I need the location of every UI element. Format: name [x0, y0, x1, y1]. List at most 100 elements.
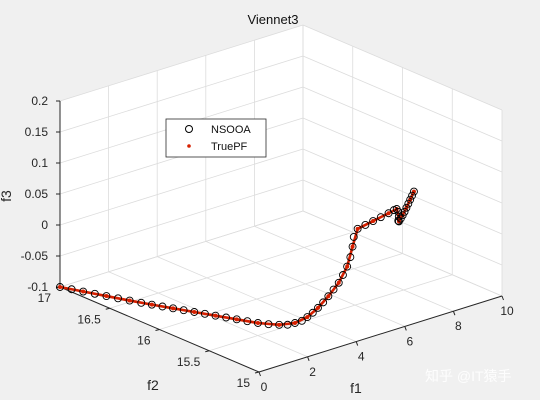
point-nsooa	[264, 320, 273, 329]
point-nsooa	[291, 319, 299, 327]
point-nsooa	[303, 313, 312, 322]
point-truepf	[213, 313, 218, 318]
gridline-z-backwall	[59, 148, 304, 226]
point-nsooa	[369, 217, 378, 225]
point-nsooa	[324, 292, 333, 301]
point-truepf	[386, 211, 391, 216]
point-nsooa	[343, 262, 352, 271]
x-tick-label: 0	[261, 380, 268, 394]
tick-labels: 0 2 4 6 8 10 15 15.5 16 16.5 17-0.1 -0.05 0 0.05 0.1 0.…	[21, 94, 514, 394]
point-nsooa	[253, 319, 262, 327]
y-tick-mark	[254, 371, 260, 374]
point-nsooa	[147, 300, 156, 309]
point-nsooa	[314, 303, 322, 312]
point-nsooa	[90, 289, 99, 298]
point-nsooa	[329, 285, 338, 294]
legend-marker-nsooa	[185, 125, 193, 133]
x-axis-label: f1	[350, 380, 362, 396]
y-tick-label: 15.5	[177, 355, 201, 369]
point-truepf	[355, 226, 360, 231]
point-nsooa	[137, 298, 146, 307]
point-truepf	[350, 244, 355, 249]
point-truepf	[81, 289, 86, 294]
point-nsooa	[211, 311, 220, 320]
point-nsooa	[125, 296, 134, 305]
chart-title: Viennet3	[247, 12, 298, 27]
y-tick-label: 16.5	[77, 312, 101, 326]
y-tick-mark	[205, 350, 210, 353]
plot-area	[56, 187, 418, 329]
x-tick-mark	[355, 341, 359, 346]
point-nsooa	[102, 292, 111, 300]
gridline-z-rightwall	[302, 148, 503, 235]
gridline-z-backwall	[59, 179, 304, 257]
point-truepf	[127, 298, 132, 303]
point-nsooa	[409, 187, 418, 196]
y-axis-label: f2	[147, 377, 159, 393]
point-truepf	[234, 317, 239, 322]
x-axis-line	[258, 295, 503, 373]
legend: NSOOA TruePF	[165, 118, 267, 158]
x-tick-mark	[501, 295, 504, 301]
y-tick-label: 17	[38, 291, 52, 305]
point-nsooa	[179, 306, 188, 315]
point-truepf	[292, 321, 297, 326]
legend-marker-truepf	[187, 144, 191, 148]
z-tick-label: 0.2	[31, 94, 48, 108]
gridline-z-backwall	[59, 55, 304, 133]
legend-label-nsooa: NSOOA	[211, 124, 251, 136]
point-truepf	[336, 280, 341, 285]
gridline-y-floor	[209, 274, 453, 352]
point-nsooa	[404, 199, 413, 208]
gridline-z-rightwall	[302, 210, 503, 297]
z-tick-label: -0.05	[21, 249, 49, 263]
point-nsooa	[400, 207, 409, 216]
point-nsooa	[402, 203, 411, 212]
point-truepf	[192, 309, 197, 314]
point-nsooa	[79, 287, 88, 296]
point-truepf	[255, 321, 260, 326]
z-tick-label: 0	[41, 218, 48, 232]
gridline-y-floor	[109, 231, 353, 309]
x-tick-label: 2	[309, 365, 316, 379]
y-tick-mark	[155, 329, 160, 331]
point-nsooa	[243, 317, 252, 326]
point-nsooa	[406, 195, 415, 204]
x-tick-mark	[404, 326, 407, 331]
point-nsooa	[394, 216, 403, 225]
x-tick-label: 8	[455, 319, 462, 333]
gridline-z-backwall	[59, 24, 304, 102]
axes-lines	[55, 100, 504, 377]
point-nsooa	[67, 285, 76, 294]
point-nsooa	[308, 308, 317, 317]
z-tick-label: 0.05	[25, 187, 49, 201]
gridline-z-backwall	[59, 210, 304, 288]
point-nsooa	[169, 304, 178, 313]
point-truepf	[315, 305, 320, 310]
point-nsooa	[348, 242, 357, 251]
point-nsooa	[190, 308, 199, 316]
x-tick-label: 4	[358, 350, 365, 364]
legend-box	[165, 118, 267, 158]
point-nsooa	[394, 212, 403, 221]
point-truepf	[305, 315, 310, 320]
series-truepf-curve	[59, 191, 416, 327]
point-nsooa	[338, 271, 347, 279]
z-axis-label: f3	[0, 190, 14, 202]
x-tick-mark	[452, 311, 456, 316]
x-tick-label: 6	[406, 334, 413, 348]
point-truepf	[171, 306, 176, 311]
point-nsooa	[376, 213, 385, 222]
point-truepf	[371, 219, 376, 224]
gridline-z-rightwall	[302, 24, 503, 111]
point-truepf	[277, 322, 282, 327]
point-nsooa	[408, 191, 416, 200]
point-truepf	[326, 294, 331, 299]
point-nsooa	[349, 233, 358, 241]
y-tick-mark	[105, 307, 110, 310]
point-truepf	[149, 302, 154, 307]
point-nsooa	[232, 315, 241, 324]
legend-label-truepf: TruePF	[211, 141, 248, 153]
point-nsooa	[275, 320, 284, 329]
